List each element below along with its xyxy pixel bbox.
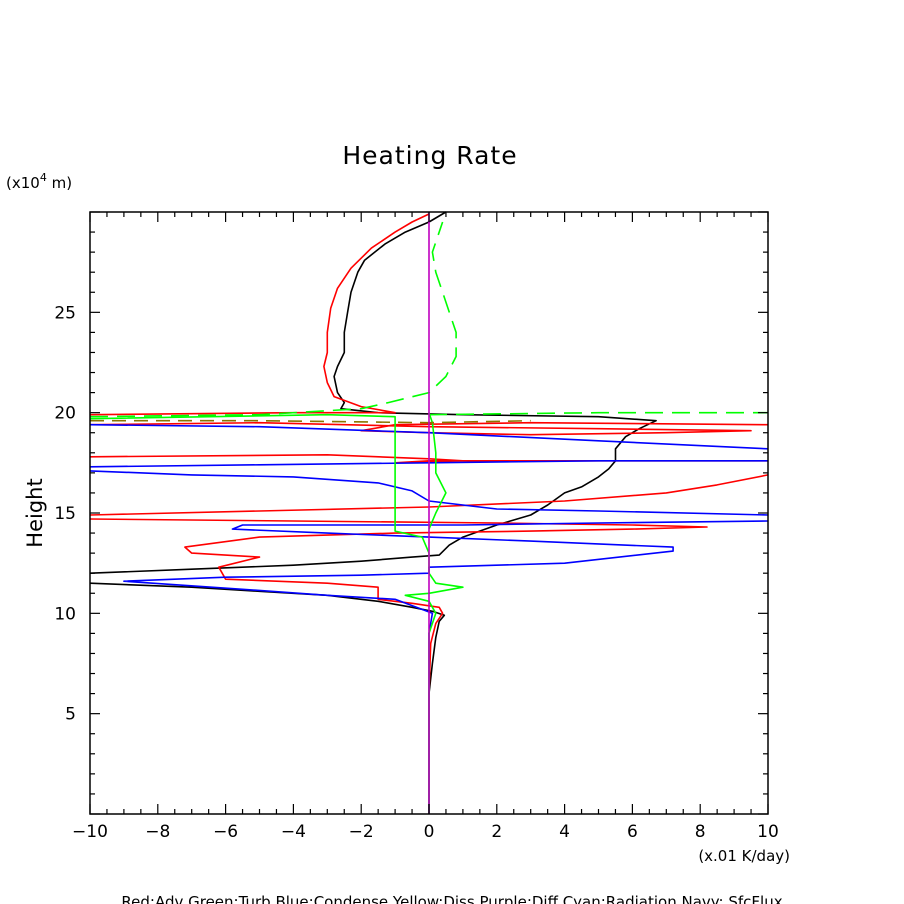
x-tick-label: −2 [349, 822, 374, 842]
x-tick-label: 8 [695, 822, 706, 842]
chart-title: Heating Rate [342, 141, 517, 170]
series-line-1 [89, 213, 769, 814]
tick-layer: −10 −8 −6 −4 −2 0 2 4 6 8 10 5 10 15 20 25 [54, 211, 779, 842]
x-tick-label: 4 [559, 822, 570, 842]
x-tick-label: −6 [213, 822, 238, 842]
x-tick-label: −10 [72, 822, 108, 842]
series-line-5 [90, 419, 531, 424]
y-tick-label: 15 [54, 504, 76, 524]
y-tick-label: 25 [54, 303, 76, 323]
x-tick-label: 2 [491, 822, 502, 842]
series-line-4-extra [428, 411, 768, 416]
x-tick-label: 0 [424, 822, 435, 842]
series-line-2 [89, 423, 769, 814]
y-tick-label: 20 [54, 404, 76, 424]
y-units-prefix: (x10 [6, 174, 40, 192]
y-tick-label: 5 [65, 705, 76, 725]
series-line-4 [89, 221, 457, 418]
legend-text: Red:Adv Green:Turb Blue:Condense Yellow:… [121, 893, 782, 904]
y-axis-label: Height [23, 478, 47, 547]
series-layer [89, 211, 769, 814]
y-units-exp: 4 [40, 171, 47, 184]
x-tick-label: 6 [627, 822, 638, 842]
x-tick-label: 10 [757, 822, 779, 842]
x-tick-label: −8 [145, 822, 170, 842]
y-tick-label: 10 [54, 604, 76, 624]
x-tick-label: −4 [281, 822, 306, 842]
y-units-label: (x104 m) [6, 171, 72, 192]
y-units-suffix: m) [47, 174, 72, 192]
x-axis-label: (x.01 K/day) [698, 847, 790, 865]
